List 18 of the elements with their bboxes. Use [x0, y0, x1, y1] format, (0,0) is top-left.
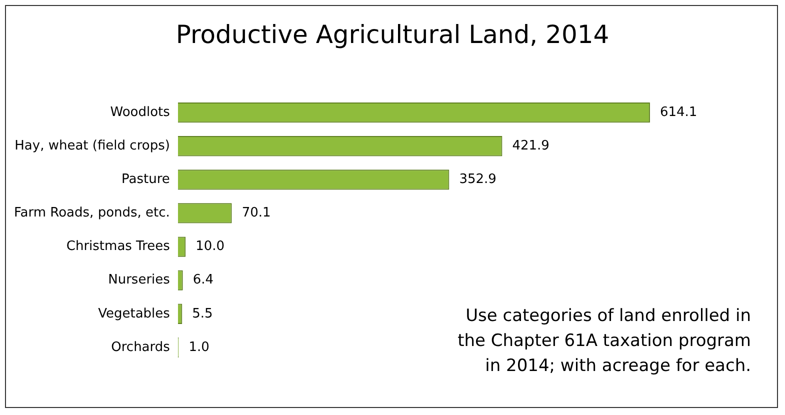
data-label: 1.0	[188, 340, 210, 355]
y-tick-label: Christmas Trees	[66, 239, 170, 254]
y-tick-label: Nurseries	[108, 272, 170, 288]
y-tick-label: Vegetables	[98, 306, 170, 322]
data-label: 352.9	[459, 172, 496, 188]
chart-title: Productive Agricultural Land, 2014	[174, 20, 610, 49]
data-label: 70.1	[242, 206, 271, 221]
y-tick-label: Orchards	[111, 340, 170, 355]
data-label: 421.9	[512, 138, 550, 154]
data-label: 614.1	[660, 104, 698, 120]
data-label: 6.4	[192, 272, 214, 288]
y-tick-label: Farm Roads, ponds, etc.	[14, 206, 170, 221]
data-label: 10.0	[196, 239, 225, 254]
y-tick-label: Pasture	[122, 172, 170, 188]
data-label: 5.5	[192, 306, 213, 322]
y-tick-label: Hay, wheat (field crops)	[14, 138, 170, 154]
annotation: Use categories of land enrolled in the Chapter 61A taxation program in 2014; with acreage for each.	[456, 305, 751, 378]
y-tick-label: Woodlots	[110, 104, 170, 120]
